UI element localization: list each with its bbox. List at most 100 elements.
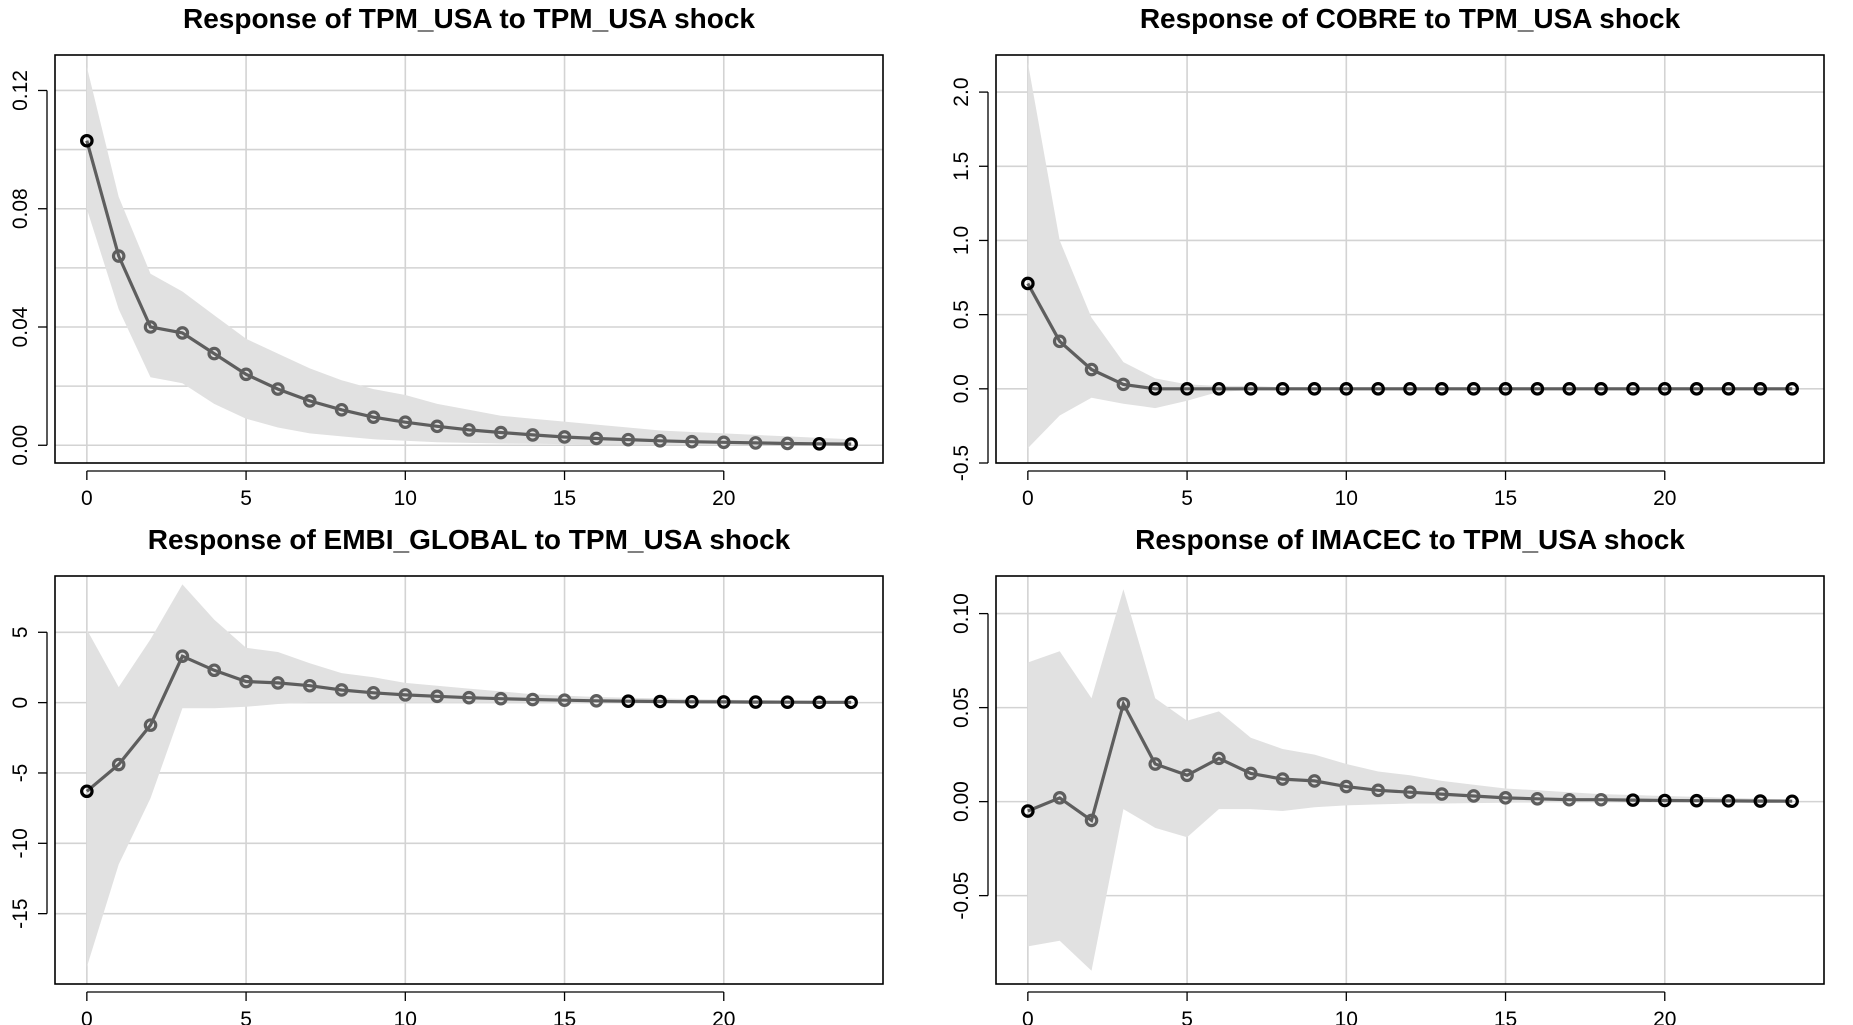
- irf-point: [271, 382, 285, 396]
- chart-title: Response of EMBI_GLOBAL to TPM_USA shock: [148, 524, 791, 555]
- irf-point: [1753, 794, 1768, 808]
- irf-point: [589, 693, 604, 708]
- irf-point: [1657, 382, 1672, 396]
- chart-title: Response of TPM_USA to TPM_USA shock: [183, 3, 755, 34]
- irf-point: [844, 437, 858, 451]
- irf-point: [143, 718, 158, 732]
- irf-point: [1721, 382, 1736, 396]
- irf-point: [366, 410, 381, 424]
- irf-point: [685, 434, 699, 449]
- irf-point: [1084, 362, 1099, 377]
- irf-point: [1657, 793, 1672, 808]
- y-tick-label: 5: [9, 626, 32, 638]
- x-tick-label: 10: [1335, 1008, 1358, 1025]
- irf-point: [175, 326, 190, 340]
- confidence-band: [1027, 589, 1793, 971]
- irf-point: [207, 663, 222, 678]
- irf-point: [1403, 382, 1417, 396]
- irf-line: [1026, 282, 1793, 391]
- irf-point: [1148, 757, 1163, 771]
- irf-point: [175, 649, 190, 663]
- irf-point: [334, 402, 349, 417]
- irf-point: [1307, 774, 1322, 788]
- irf-point: [1212, 751, 1226, 766]
- irf-point: [80, 133, 94, 148]
- irf-point: [1052, 791, 1067, 805]
- chart-title: Response of IMACEC to TPM_USA shock: [1135, 524, 1685, 555]
- x-tick-label: 15: [553, 487, 576, 510]
- y-tick-label: -15: [9, 898, 32, 928]
- x-tick-label: 15: [1494, 1008, 1517, 1025]
- irf-point: [1371, 382, 1385, 396]
- irf-point: [1466, 382, 1481, 396]
- irf-point: [1180, 768, 1194, 783]
- irf-point: [80, 784, 94, 799]
- plot-frame: [995, 575, 1825, 985]
- irf-point: [1148, 382, 1163, 396]
- irf-point: [557, 430, 572, 444]
- irf-point: [494, 691, 508, 706]
- irf-line: [85, 654, 852, 793]
- x-tick-label: 0: [1022, 487, 1034, 510]
- irf-point: [1435, 787, 1449, 801]
- irf-point: [1753, 382, 1768, 396]
- irf-line: [85, 140, 852, 446]
- irf-point: [1530, 382, 1545, 396]
- irf-point: [1339, 779, 1354, 794]
- irf-point: [1243, 766, 1258, 781]
- x-tick-label: 20: [1653, 487, 1676, 510]
- irf-point: [1052, 334, 1067, 349]
- x-tick-label: 5: [240, 487, 252, 510]
- x-tick-label: 0: [1022, 1008, 1034, 1025]
- irf-point: [1785, 794, 1799, 809]
- irf-point: [621, 432, 636, 447]
- y-tick-label: -0.5: [950, 445, 973, 481]
- x-tick-label: 10: [1335, 487, 1358, 510]
- chart-panel-3: 0 5 10 15 20 -15 -10 -5 0 5 Response of EMBI_GLOBA…: [9, 524, 884, 1025]
- irf-point: [1689, 382, 1704, 396]
- irf-point: [1594, 382, 1608, 396]
- irf-point: [1594, 792, 1608, 807]
- y-tick-label: 0: [9, 697, 32, 709]
- irf-point: [1721, 794, 1736, 808]
- irf-point: [1403, 785, 1417, 800]
- plot-frame: [995, 54, 1825, 464]
- chart-panel-4: 0 5 10 15 20 -0.05 0.00 0.05 0.10 Response of IMA…: [950, 524, 1825, 1025]
- irf-point: [780, 695, 795, 709]
- y-tick-label: 0.05: [950, 687, 973, 728]
- y-tick-label: 0.12: [9, 70, 32, 111]
- irf-point: [1021, 276, 1035, 291]
- irf-point: [1785, 382, 1799, 396]
- irf-point: [366, 685, 381, 700]
- irf-point: [1498, 382, 1513, 396]
- irf-point: [111, 757, 126, 772]
- chart-title: Response of COBRE to TPM_USA shock: [1140, 3, 1681, 34]
- y-tick-label: -10: [9, 828, 32, 858]
- irf-point: [462, 690, 476, 705]
- irf-point: [748, 695, 763, 709]
- confidence-band: [86, 584, 852, 968]
- plot-frame: [54, 54, 884, 464]
- irf-point: [334, 683, 349, 697]
- x-tick-label: 20: [712, 487, 735, 510]
- irf-point: [1084, 813, 1099, 828]
- x-tick-label: 5: [1181, 1008, 1193, 1025]
- x-tick-label: 15: [1494, 487, 1517, 510]
- irf-point: [1116, 697, 1131, 711]
- irf-point: [1339, 382, 1354, 396]
- y-tick-label: 0.5: [950, 300, 973, 329]
- irf-point: [1466, 789, 1481, 803]
- irf-point: [430, 689, 444, 704]
- irf-point: [462, 423, 476, 437]
- irf-point: [430, 419, 444, 434]
- irf-point: [111, 249, 126, 263]
- irf-point: [398, 688, 413, 702]
- irf-point: [1689, 793, 1704, 808]
- irf-point: [525, 692, 540, 707]
- irf-point: [1562, 792, 1577, 807]
- chart-panel-1: 0 5 10 15 20 0.00 0.04 0.08 0.12 Response of TPM_…: [9, 3, 884, 510]
- irf-point: [1498, 791, 1513, 805]
- irf-point: [494, 425, 508, 440]
- y-tick-label: 0.08: [9, 188, 32, 229]
